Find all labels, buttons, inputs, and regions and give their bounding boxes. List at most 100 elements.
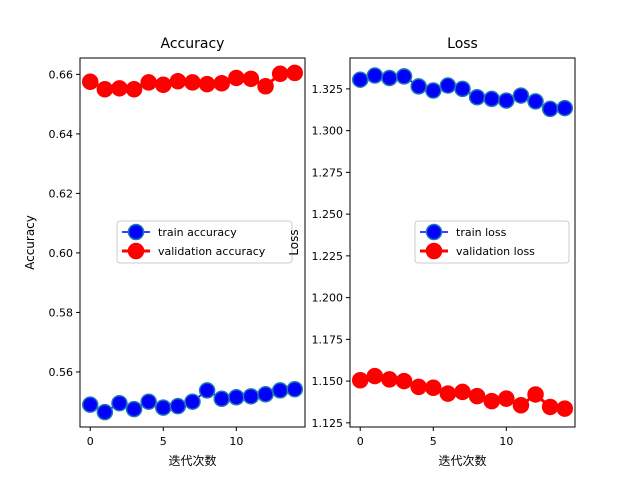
data-point <box>439 77 457 94</box>
legend-label: validation accuracy <box>158 245 266 258</box>
accuracy-xlabel: 迭代次数 <box>168 453 216 468</box>
accuracy-series-train <box>81 380 304 421</box>
accuracy-ytick-label: 0.60 <box>49 247 74 260</box>
accuracy-axes-frame <box>79 57 306 428</box>
accuracy-ytick-label: 0.64 <box>49 128 74 141</box>
data-point <box>213 75 230 92</box>
data-point <box>111 394 128 412</box>
accuracy-series-validation <box>81 64 304 98</box>
legend-label: train loss <box>456 226 507 239</box>
accuracy-xtick-label: 10 <box>229 435 243 448</box>
data-point <box>155 399 172 416</box>
data-point <box>351 371 369 389</box>
data-point <box>96 80 114 98</box>
loss-xtick-label: 5 <box>430 435 437 448</box>
accuracy-ylabel: Accuracy <box>23 215 37 270</box>
data-point <box>425 82 442 99</box>
loss-xlabel: 迭代次数 <box>438 453 486 468</box>
loss-ytick-label: 1.325 <box>312 83 344 96</box>
data-point <box>257 386 274 403</box>
data-point <box>527 93 544 110</box>
data-point <box>454 383 471 401</box>
data-point <box>395 68 413 85</box>
loss-ytick-label: 1.125 <box>312 417 344 430</box>
data-point <box>125 400 143 418</box>
data-point <box>351 71 369 88</box>
data-point <box>125 80 143 98</box>
loss-ytick-label: 1.175 <box>312 333 344 346</box>
data-point <box>155 76 172 94</box>
legend-marker <box>425 242 443 260</box>
data-point <box>271 65 289 83</box>
data-point <box>169 72 187 90</box>
loss-title: Loss <box>447 36 478 52</box>
data-point <box>140 393 157 410</box>
data-point <box>198 382 216 399</box>
accuracy-ytick-label: 0.62 <box>49 187 74 200</box>
data-point <box>483 392 500 410</box>
data-point <box>381 371 398 388</box>
data-point <box>556 99 574 117</box>
data-point <box>395 372 413 390</box>
data-point <box>228 388 245 406</box>
loss-xtick-label: 0 <box>357 435 364 448</box>
loss-ytick-label: 1.225 <box>312 250 344 263</box>
data-point <box>498 390 515 407</box>
data-point <box>198 75 216 93</box>
data-point <box>498 92 515 109</box>
legend-marker <box>425 223 443 241</box>
loss-ytick-label: 1.275 <box>312 166 344 179</box>
data-point <box>425 379 442 397</box>
data-point <box>512 87 530 104</box>
accuracy-ytick-label: 0.56 <box>49 366 74 379</box>
data-point <box>410 378 427 396</box>
data-point <box>286 64 304 82</box>
data-point <box>439 385 457 402</box>
data-point <box>366 67 384 84</box>
loss-ytick-label: 1.300 <box>312 125 344 138</box>
data-point <box>454 80 471 98</box>
data-point <box>541 100 559 118</box>
data-point <box>271 382 289 399</box>
loss-panel: Loss 1.125 1.150 1.175 1.200 1.225 1.250 1.275 1… <box>287 36 576 468</box>
data-point <box>286 380 304 398</box>
loss-axes-frame <box>349 57 576 428</box>
loss-ylabel: Loss <box>287 229 301 255</box>
accuracy-legend: train accuracy validation accuracy <box>116 220 293 264</box>
legend-label: train accuracy <box>158 226 237 239</box>
data-point <box>81 73 99 91</box>
data-point <box>410 78 427 95</box>
data-point <box>468 88 486 106</box>
legend-label: validation loss <box>456 245 535 258</box>
loss-ytick-label: 1.250 <box>312 208 344 221</box>
data-point <box>512 397 530 414</box>
data-point <box>381 69 398 87</box>
data-point <box>111 80 128 97</box>
legend-marker <box>127 242 145 260</box>
loss-series-validation <box>351 367 574 417</box>
data-point <box>96 403 114 421</box>
data-point <box>184 74 201 91</box>
accuracy-ytick-label: 0.66 <box>49 68 74 81</box>
legend-box <box>116 220 293 264</box>
data-point <box>81 396 99 413</box>
accuracy-xtick-label: 5 <box>160 435 167 448</box>
data-point <box>184 393 201 410</box>
data-point <box>242 70 260 88</box>
data-point <box>169 397 187 415</box>
data-point <box>483 90 500 108</box>
loss-series-train <box>351 67 574 118</box>
legend-marker <box>127 223 145 241</box>
legend-box <box>414 220 570 264</box>
loss-xtick-label: 10 <box>499 435 513 448</box>
loss-legend: train loss validation loss <box>414 220 570 264</box>
data-point <box>242 388 260 405</box>
loss-ytick-label: 1.150 <box>312 375 344 388</box>
data-point <box>366 367 384 385</box>
data-point <box>527 386 544 403</box>
data-point <box>140 74 157 91</box>
accuracy-panel: Accuracy 0.56 0.58 0.60 0.62 0.64 0.66 0 5 10 迭代次数… <box>23 36 306 468</box>
accuracy-title: Accuracy <box>161 36 225 52</box>
data-point <box>541 398 559 416</box>
